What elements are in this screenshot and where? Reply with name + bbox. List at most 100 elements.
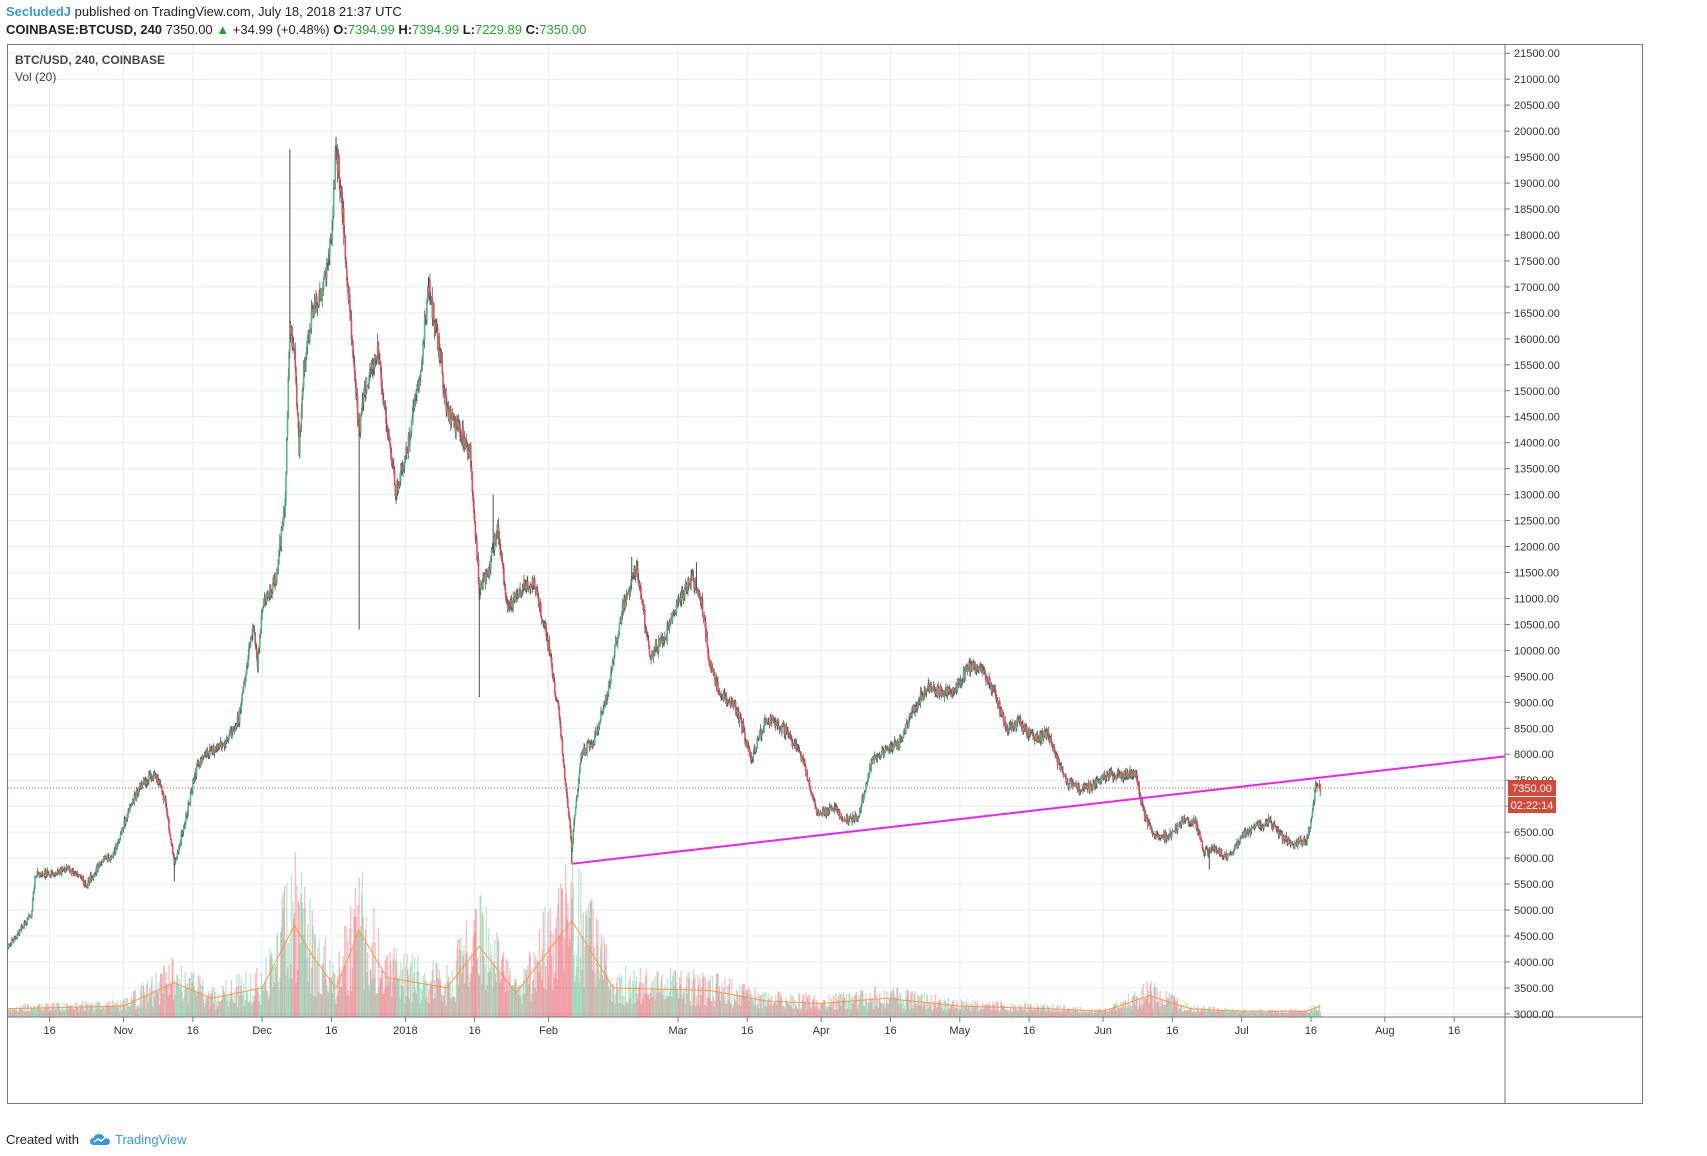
volume-bar — [94, 1010, 96, 1017]
volume-bar — [598, 979, 601, 1017]
candle-body — [332, 215, 334, 221]
volume-bar — [265, 957, 267, 1017]
candle-body — [800, 752, 802, 761]
volume-bar — [1033, 1010, 1036, 1017]
volume-bar — [393, 947, 395, 1017]
candle-body — [452, 412, 454, 419]
volume-bar — [263, 991, 265, 1017]
volume-bar — [920, 994, 923, 1017]
volume-bar — [179, 986, 182, 1017]
author-link[interactable]: SecludedJ — [6, 4, 72, 19]
volume-bar — [1053, 1009, 1055, 1017]
candle-body — [1145, 814, 1147, 819]
volume-bar — [1015, 1007, 1017, 1017]
candle-body — [1240, 835, 1243, 839]
candle-body — [644, 627, 647, 630]
candle-body — [365, 389, 367, 396]
candle-body — [647, 640, 650, 646]
candle-body — [471, 472, 474, 493]
volume-bar — [300, 893, 302, 1017]
volume-bar — [941, 1002, 943, 1017]
volume-bar — [712, 976, 714, 1017]
candle-body — [501, 559, 504, 563]
volume-bar — [48, 1011, 51, 1017]
volume-bar — [527, 965, 529, 1017]
candle-body — [647, 636, 649, 641]
candle-body — [1019, 718, 1022, 724]
volume-bar — [998, 1011, 1000, 1017]
candle-body — [1022, 724, 1024, 731]
volume-bar — [1134, 1004, 1137, 1017]
volume-bar — [604, 943, 606, 1017]
volume-bar — [167, 996, 169, 1017]
candle-body — [553, 681, 556, 693]
candle-body — [761, 731, 763, 737]
candle-body — [336, 154, 338, 156]
candle-body — [195, 765, 198, 776]
candle-body — [801, 757, 803, 761]
candle-body — [468, 446, 471, 451]
volume-bar — [948, 1008, 950, 1017]
volume-bar — [940, 1007, 943, 1017]
candle-body — [796, 744, 799, 747]
volume-bar — [255, 988, 257, 1017]
volume-bar — [616, 977, 618, 1017]
volume-bar — [257, 989, 260, 1017]
candle-body — [213, 752, 216, 754]
volume-bar — [494, 939, 496, 1017]
volume-bar — [682, 991, 685, 1017]
volume-bar — [914, 990, 916, 1017]
volume-bar — [186, 983, 189, 1017]
volume-bar — [1137, 1006, 1140, 1017]
candle-body — [375, 355, 377, 360]
volume-bar — [55, 1009, 57, 1017]
candle-body — [1133, 775, 1136, 777]
volume-bar — [873, 989, 876, 1017]
price-chart[interactable]: 3000.003500.004000.004500.005000.005500.… — [8, 45, 1643, 1104]
volume-bar — [709, 975, 712, 1017]
volume-bar — [984, 1005, 987, 1017]
volume-bar — [209, 994, 212, 1017]
volume-bar — [921, 994, 923, 1017]
volume-bar — [484, 965, 486, 1017]
volume-bar — [301, 902, 303, 1017]
candle-body — [285, 437, 288, 475]
candle-body — [496, 531, 498, 534]
candle-body — [145, 780, 148, 785]
volume-bar — [111, 1005, 113, 1017]
candle-body — [926, 688, 929, 690]
volume-bar — [1240, 1011, 1242, 1017]
chart-frame[interactable]: 3000.00 3500.00 4000.00 4500.00 5000.00 5500.… — [7, 44, 1643, 1104]
candle-body — [1053, 747, 1056, 752]
volume-bar — [384, 960, 387, 1017]
volume-bar — [712, 996, 715, 1017]
candle-body — [231, 731, 233, 738]
volume-bar — [1226, 1009, 1228, 1017]
candle-body — [847, 822, 849, 825]
volume-bar — [1126, 1007, 1128, 1017]
candle-body — [386, 425, 389, 438]
volume-bar — [176, 975, 178, 1017]
volume-bar — [578, 983, 581, 1017]
volume-bar — [1264, 1012, 1267, 1017]
volume-bar — [98, 1002, 100, 1017]
volume-bar — [290, 874, 293, 1017]
volume-bar — [1157, 1001, 1159, 1017]
volume-bar — [594, 973, 596, 1017]
volume-bar — [1041, 1004, 1043, 1017]
volume-bar — [832, 1001, 834, 1017]
volume-bar — [933, 1001, 935, 1017]
candle-body — [420, 366, 423, 371]
volume-bar — [812, 999, 815, 1017]
volume-bar — [736, 991, 739, 1017]
candle-body — [744, 740, 747, 743]
candle-body — [1089, 782, 1091, 792]
volume-bar — [480, 895, 482, 1017]
volume-bar — [783, 1006, 786, 1017]
candle-body — [751, 757, 754, 759]
volume-bar — [755, 1006, 758, 1017]
candle-body — [1064, 775, 1067, 777]
candle-body — [68, 866, 71, 872]
candle-body — [863, 792, 866, 797]
volume-bar — [526, 978, 528, 1017]
